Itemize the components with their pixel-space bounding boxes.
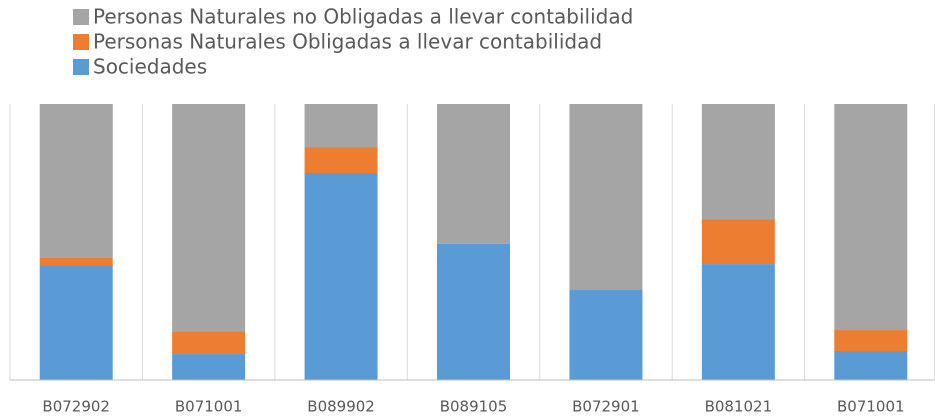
bar-segment (437, 104, 510, 244)
bar-segment (834, 104, 908, 331)
legend-swatch (73, 34, 89, 50)
legend-label: Personas Naturales Obligadas a llevar co… (93, 30, 602, 54)
bar-segment (834, 330, 908, 352)
bar-segment (437, 243, 510, 380)
bar-segment (172, 104, 246, 332)
legend-label: Sociedades (93, 55, 207, 79)
bar-segment (304, 147, 378, 173)
x-tick-label: B071001 (175, 398, 243, 416)
bar-segment (39, 258, 113, 267)
bar-segment (39, 104, 113, 259)
legend-label: Personas Naturales no Obligadas a llevar… (93, 5, 633, 29)
bar-segment (172, 331, 246, 355)
bar-segment (39, 266, 113, 380)
x-tick-label: B089902 (307, 398, 375, 416)
bar-segment (701, 104, 775, 220)
legend-swatch (73, 59, 89, 75)
x-tick-label: B072902 (42, 398, 110, 416)
x-tick-label: B072901 (572, 398, 640, 416)
bar-segment (172, 354, 246, 380)
legend-swatch (73, 9, 89, 25)
bar-segment (569, 104, 643, 291)
bar-segment (701, 219, 775, 265)
bar-segment (569, 290, 643, 380)
x-tick-label: B071001 (837, 398, 905, 416)
bar-segment (834, 351, 908, 380)
bar-segment (304, 104, 378, 148)
x-tick-label: B081021 (705, 398, 773, 416)
bar-segment (304, 173, 378, 380)
x-tick-label: B089105 (440, 398, 508, 416)
bar-segment (701, 264, 775, 380)
